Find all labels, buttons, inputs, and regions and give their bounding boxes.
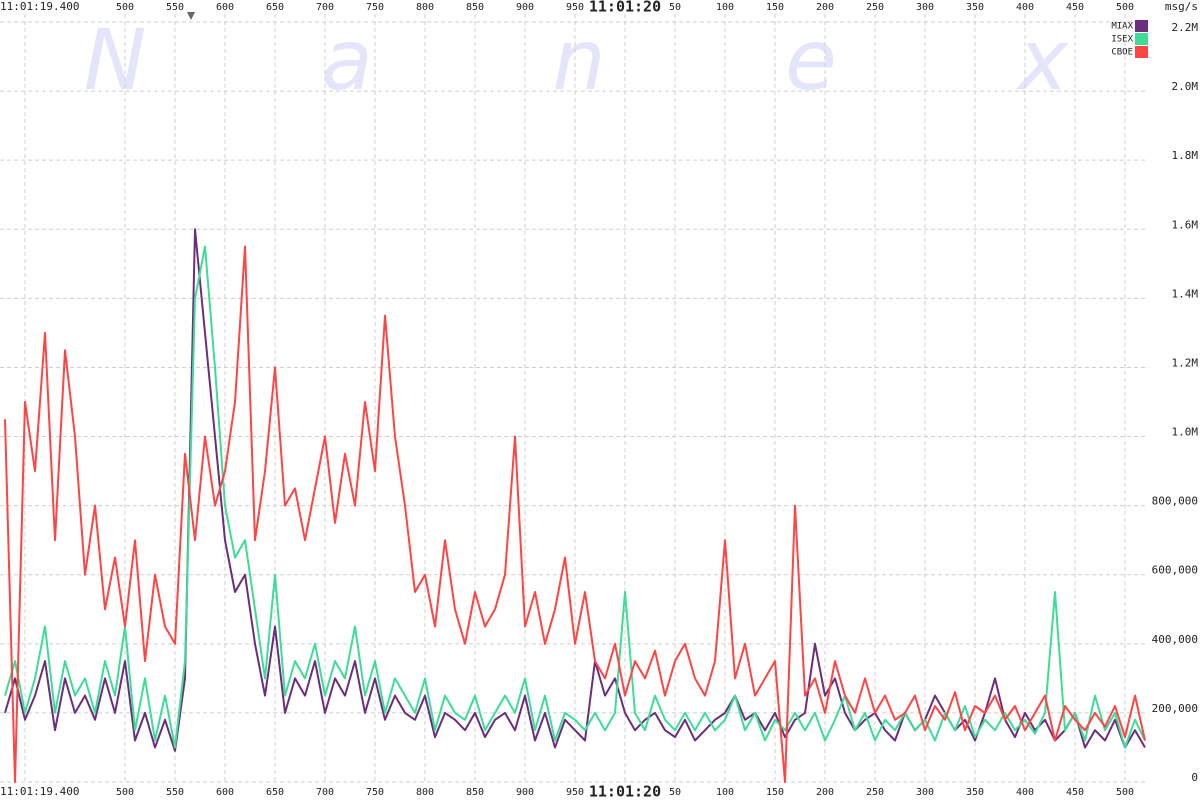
x-tick-label: 350 [966, 2, 984, 13]
x-tick-label: 150 [766, 2, 784, 13]
x-tick-label: 11:01:20 [589, 0, 661, 16]
y-tick-label: 1.0M [1172, 426, 1199, 439]
x-tick-label: 500 [116, 2, 134, 13]
x-tick-label: 400 [1016, 2, 1034, 13]
x-tick-label: 750 [366, 787, 384, 798]
legend-label: MIAX [1111, 22, 1133, 32]
x-tick-label: 100 [716, 787, 734, 798]
x-tick-label: 650 [266, 787, 284, 798]
x-tick-label: 250 [866, 787, 884, 798]
y-tick-label: 200,000 [1152, 702, 1198, 715]
x-tick-label: 850 [466, 2, 484, 13]
marker-triangle [187, 12, 195, 20]
x-tick-label: 250 [866, 2, 884, 13]
y-tick-label: 600,000 [1152, 564, 1198, 577]
x-tick-label: 200 [816, 2, 834, 13]
x-tick-label: 150 [766, 787, 784, 798]
x-tick-label: 550 [166, 2, 184, 13]
y-tick-label: 1.2M [1172, 356, 1199, 369]
x-tick-label: 650 [266, 2, 284, 13]
y-tick-label: 1.4M [1172, 287, 1199, 300]
x-tick-label: 500 [116, 787, 134, 798]
legend-label: ISEX [1111, 35, 1133, 45]
x-tick-label: 500 [1116, 2, 1134, 13]
x-tick-label: 900 [516, 2, 534, 13]
x-tick-label: 50 [669, 787, 681, 798]
watermark-letter: a [321, 11, 372, 109]
y-tick-label: 800,000 [1152, 495, 1198, 508]
series-line [4, 245, 1146, 749]
y-tick-label: 2.2M [1172, 21, 1199, 34]
x-tick-label: 300 [916, 787, 934, 798]
x-tick-label: 450 [1066, 787, 1084, 798]
x-tick-label: 850 [466, 787, 484, 798]
x-tick-label: 450 [1066, 2, 1084, 13]
x-tick-label: 950 [566, 787, 584, 798]
x-tick-label: 800 [416, 2, 434, 13]
y-tick-label: 400,000 [1152, 633, 1198, 646]
x-tick-label: 900 [516, 787, 534, 798]
legend-swatch [1135, 46, 1148, 58]
x-tick-label: 100 [716, 2, 734, 13]
x-tick-label: 11:01:20 [589, 783, 661, 800]
watermark-letter: x [1015, 11, 1069, 109]
watermark-letter: N [84, 11, 147, 109]
legend-label: CBOE [1111, 48, 1133, 58]
watermark-letter: e [785, 11, 837, 109]
y-tick-label: 1.6M [1172, 218, 1199, 231]
y-tick-label: 2.0M [1172, 80, 1199, 93]
x-tick-label: 500 [1116, 787, 1134, 798]
x-tick-label: 950 [566, 2, 584, 13]
x-tick-label: 300 [916, 2, 934, 13]
x-tick-label: 550 [166, 787, 184, 798]
x-tick-label: 600 [216, 787, 234, 798]
watermark-letter: n [552, 11, 605, 109]
x-tick-label: 700 [316, 2, 334, 13]
y-tick-label: 1.8M [1172, 149, 1199, 162]
x-tick-label: 350 [966, 787, 984, 798]
legend-swatch [1135, 20, 1148, 32]
x-tick-label: 400 [1016, 787, 1034, 798]
series-line [4, 245, 1146, 783]
legend-swatch [1135, 33, 1148, 45]
x-tick-label: 11:01:19.400 [0, 0, 79, 13]
x-tick-label: 11:01:19.400 [0, 785, 79, 798]
y-tick-label: 0 [1191, 771, 1198, 784]
x-tick-label: 750 [366, 2, 384, 13]
x-tick-label: 200 [816, 787, 834, 798]
x-tick-label: 50 [669, 2, 681, 13]
y-axis-label: msg/s [1165, 0, 1198, 13]
x-tick-label: 800 [416, 787, 434, 798]
x-tick-label: 700 [316, 787, 334, 798]
x-tick-label: 600 [216, 2, 234, 13]
